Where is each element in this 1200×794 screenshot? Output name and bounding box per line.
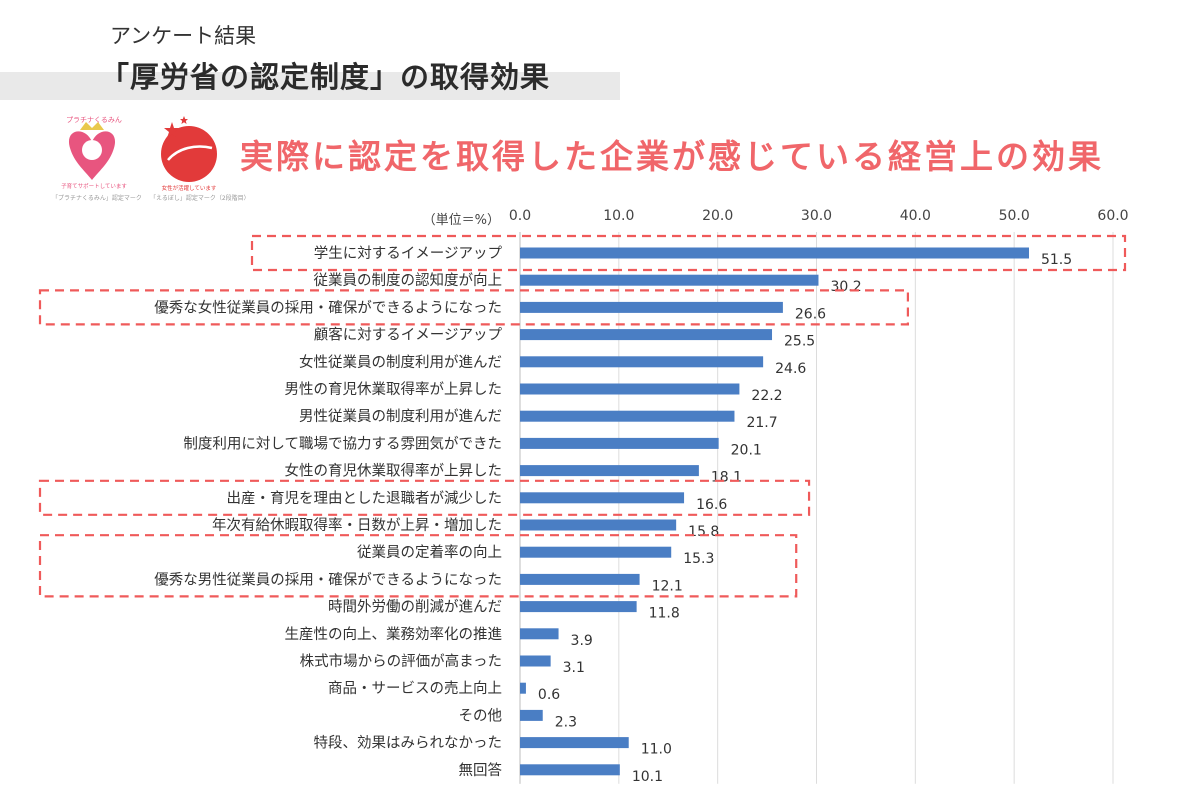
value-label: 2.3: [555, 714, 577, 730]
survey-label: アンケート結果: [110, 24, 257, 48]
headline: 実際に認定を取得した企業が感じている経営上の効果: [240, 137, 1104, 176]
bar: [520, 383, 740, 395]
category-label: 生産性の向上、業務効率化の推進: [285, 626, 503, 643]
value-label: 18.1: [711, 470, 742, 486]
bar: [520, 301, 783, 313]
x-tick-label: 20.0: [702, 208, 733, 224]
kurumin-baby-shape: [82, 140, 102, 160]
category-label: 年次有給休暇取得率・日数が上昇・増加した: [212, 517, 502, 534]
category-label: 女性従業員の制度利用が進んだ: [299, 353, 502, 371]
logo2-caption: 「えるぼし」認定マーク（2段階目）: [150, 195, 250, 202]
category-label: 制度利用に対して職場で協力する雰囲気ができた: [183, 435, 502, 452]
category-label: 女性の育児休業取得率が上昇した: [285, 462, 503, 480]
bar: [520, 737, 629, 749]
bar: [520, 764, 620, 776]
value-label: 11.8: [649, 606, 680, 622]
highlight-box: [38, 534, 798, 598]
bar: [520, 247, 1029, 259]
bar: [520, 329, 773, 341]
category-label: 顧客に対するイメージアップ: [314, 327, 503, 344]
value-label: 16.6: [696, 497, 727, 513]
value-label: 51.5: [1041, 252, 1072, 268]
platinum-kurumin-logo: プラチナくるみん 子育てサポートしています: [61, 116, 127, 190]
highlight-box: [38, 289, 909, 326]
value-label: 15.3: [683, 551, 714, 567]
category-label: 特段、効果はみられなかった: [314, 735, 503, 752]
eruboshi-circle-shape: [161, 126, 217, 182]
x-tick-label: 50.0: [999, 208, 1030, 224]
bar: [520, 465, 699, 477]
bar: [520, 573, 640, 585]
category-label: 学生に対するイメージアップ: [314, 245, 503, 262]
category-label: 優秀な女性従業員の採用・確保ができるようになった: [154, 298, 502, 316]
title-band: [0, 72, 620, 100]
bar: [520, 519, 677, 531]
logo1-mid-text: 子育てサポートしています: [61, 182, 127, 190]
bar: [520, 356, 764, 368]
value-label: 0.6: [538, 687, 560, 703]
bar: [520, 274, 819, 286]
logo1-caption: 「プラチナくるみん」認定マーク: [52, 195, 142, 202]
value-label: 25.5: [784, 334, 815, 350]
eruboshi-logo: 女性が活躍しています: [161, 116, 217, 192]
value-label: 21.7: [746, 415, 777, 431]
x-tick-label: 30.0: [801, 208, 832, 224]
category-label: その他: [459, 707, 503, 724]
value-label: 11.0: [641, 742, 672, 758]
unit-label: （単位＝%）: [423, 212, 500, 228]
value-label: 20.1: [731, 442, 762, 458]
category-label: 男性従業員の制度利用が進んだ: [299, 408, 502, 425]
category-label: 無回答: [459, 762, 503, 779]
category-label: 従業員の制度の認知度が向上: [314, 272, 503, 289]
logo1-top-text: プラチナくるみん: [66, 116, 122, 124]
bar: [520, 655, 551, 667]
value-label: 22.2: [751, 388, 782, 404]
category-label: 株式市場からの評価が高まった: [300, 653, 502, 670]
highlight-box: [250, 234, 1127, 272]
category-label: 商品・サービスの売上向上: [328, 680, 502, 697]
crown-icon: [80, 122, 104, 130]
highlight-box: [38, 479, 811, 516]
bar: [520, 492, 685, 504]
value-label: 24.6: [775, 361, 806, 377]
bar: [520, 546, 672, 558]
page-title: 「厚労省の認定制度」の取得効果: [100, 60, 551, 94]
value-label: 30.2: [830, 279, 861, 295]
star-icon: [164, 122, 180, 138]
category-label: 優秀な男性従業員の採用・確保ができるようになった: [154, 571, 502, 588]
bar: [520, 437, 719, 449]
bar: [520, 601, 637, 613]
category-label: 出産・育児を理由とした退職者が減少した: [227, 490, 503, 507]
category-label: 従業員の定着率の向上: [357, 544, 502, 561]
value-label: 26.6: [795, 306, 826, 322]
x-tick-label: 40.0: [900, 208, 931, 224]
bar: [520, 628, 559, 640]
bar: [520, 682, 526, 694]
category-label: 時間外労働の削減が進んだ: [328, 599, 502, 616]
value-label: 3.1: [563, 660, 585, 676]
eruboshi-swoosh-shape: [167, 145, 213, 161]
value-label: 15.8: [688, 524, 719, 540]
small-star-icon: [180, 116, 188, 124]
value-label: 10.1: [632, 769, 663, 785]
category-label: 男性の育児休業取得率が上昇した: [285, 381, 503, 398]
x-tick-label: 10.0: [603, 208, 634, 224]
value-label: 12.1: [652, 578, 683, 594]
bar: [520, 410, 735, 422]
value-label: 3.9: [571, 633, 593, 649]
logo2-mid-text: 女性が活躍しています: [162, 184, 217, 192]
x-tick-label: 0.0: [509, 208, 531, 224]
x-tick-label: 60.0: [1097, 208, 1128, 224]
bar: [520, 709, 543, 721]
